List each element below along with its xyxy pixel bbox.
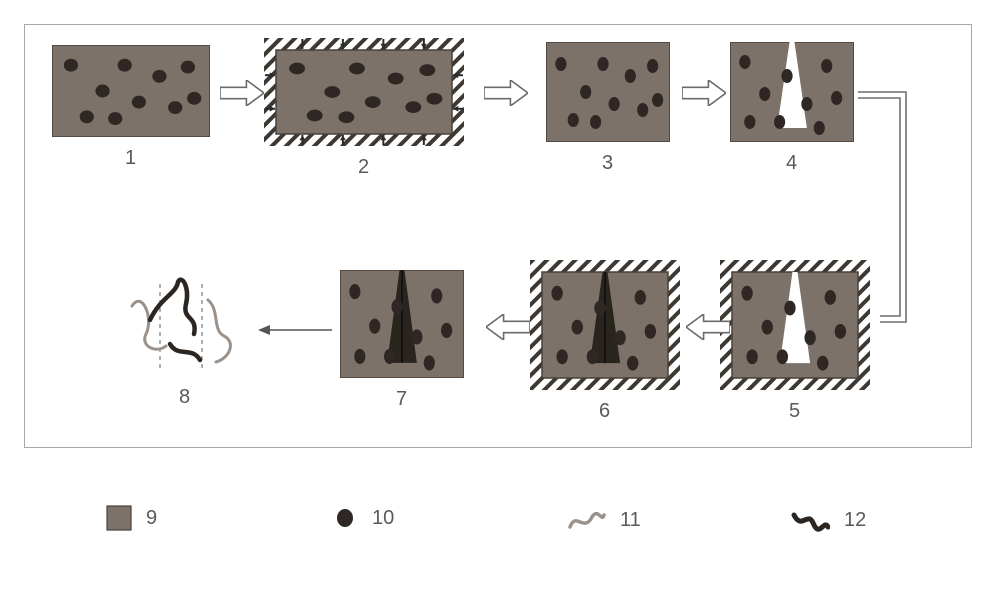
legend-item-11: 11 [566, 505, 641, 535]
panel-label-p7: 7 [396, 388, 407, 411]
legend-label: 9 [146, 507, 157, 530]
legend-item-9: 9 [106, 505, 157, 531]
arrow-3-to-4 [682, 80, 726, 106]
legend-swatch-icon [106, 505, 132, 531]
legend-label: 11 [620, 509, 641, 532]
arrow-6-to-7 [486, 314, 530, 340]
legend-squiggle-dark-icon [790, 505, 830, 535]
legend-item-12: 12 [790, 505, 866, 535]
panel-p7 [340, 270, 464, 378]
legend-label: 10 [372, 507, 394, 530]
panel-p2 [264, 38, 464, 146]
panel-label-p6: 6 [599, 400, 610, 423]
panel-label-p2: 2 [358, 156, 369, 179]
panel-label-p3: 3 [602, 152, 613, 175]
panel-label-p4: 4 [786, 152, 797, 175]
panel-p6 [530, 260, 680, 390]
legend-label: 12 [844, 509, 866, 532]
panel-p5 [720, 260, 870, 390]
arrow-5-to-6 [686, 314, 730, 340]
legend-squiggle-light-icon [566, 505, 606, 535]
panel-p3 [546, 42, 670, 142]
panel-p4 [730, 42, 854, 142]
panel-label-p5: 5 [789, 400, 800, 423]
legend-dot-icon [332, 505, 358, 531]
panel-label-p1: 1 [125, 147, 136, 170]
arrow-2-to-3 [484, 80, 528, 106]
panel-label-p8: 8 [179, 386, 190, 409]
legend-item-10: 10 [332, 505, 394, 531]
arrow-1-to-2 [220, 80, 264, 106]
panel-p1 [52, 45, 210, 137]
panel-p8 [120, 276, 250, 376]
